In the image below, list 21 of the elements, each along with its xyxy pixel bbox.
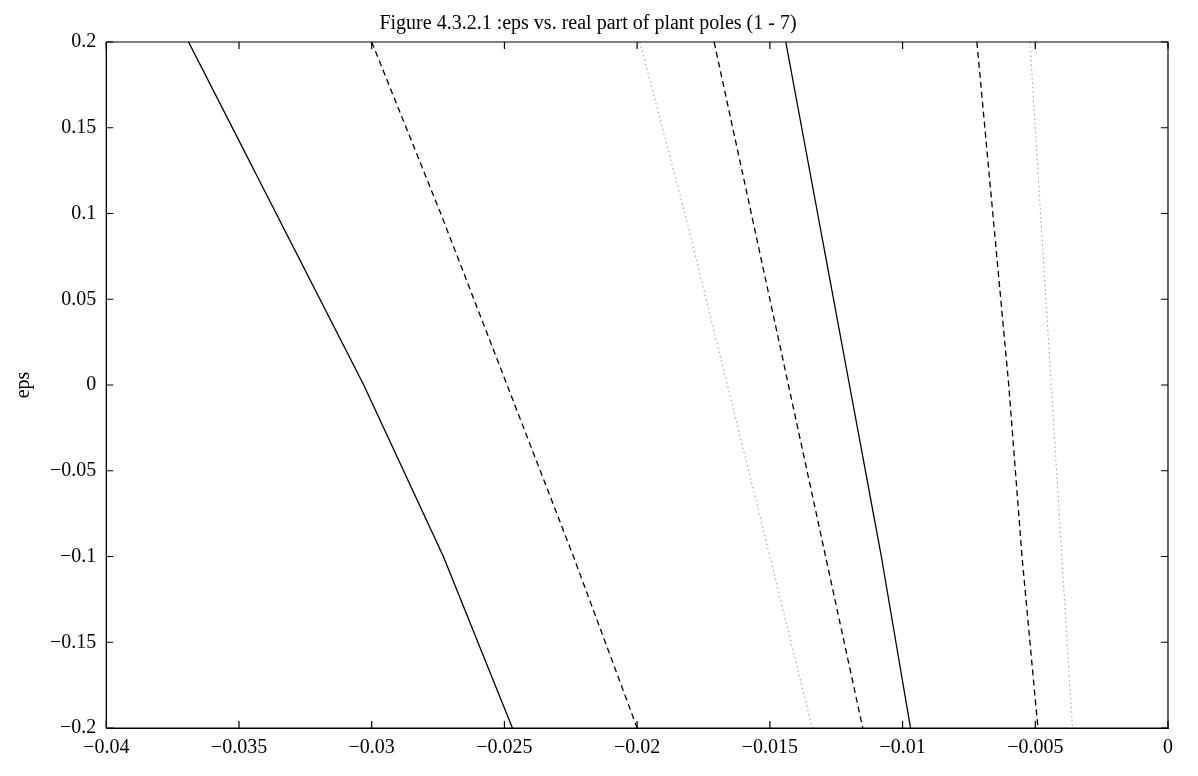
y-tick-label: 0 — [86, 372, 97, 395]
chart-title: Figure 4.3.2.1 :eps vs. real part of plant poles (1 - 7) — [379, 11, 797, 35]
y-tick-label: −0.15 — [50, 629, 97, 652]
x-tick-label: −0.03 — [348, 735, 395, 758]
x-tick-label: −0.02 — [614, 735, 661, 758]
y-tick-label: −0.05 — [50, 458, 97, 480]
line-series — [1029, 42, 1074, 728]
y-tick-label: −0.2 — [60, 715, 97, 738]
x-tick-label: −0.035 — [210, 735, 268, 758]
y-tick-label: −0.1 — [60, 543, 97, 566]
x-tick-label: −0.01 — [879, 735, 926, 758]
y-tick-label: 0.2 — [71, 29, 97, 52]
x-tick-label: −0.04 — [83, 735, 130, 758]
y-tick-label: 0.1 — [71, 200, 97, 223]
y-tick-label: 0.15 — [61, 115, 97, 137]
x-tick-label: −0.005 — [1007, 735, 1064, 758]
x-tick-label: 0 — [1163, 735, 1173, 758]
x-tick-label: −0.015 — [741, 735, 798, 758]
y-tick-label: 0.05 — [61, 286, 97, 309]
y-axis-title: eps — [11, 371, 35, 399]
x-tick-label: −0.025 — [476, 735, 533, 758]
